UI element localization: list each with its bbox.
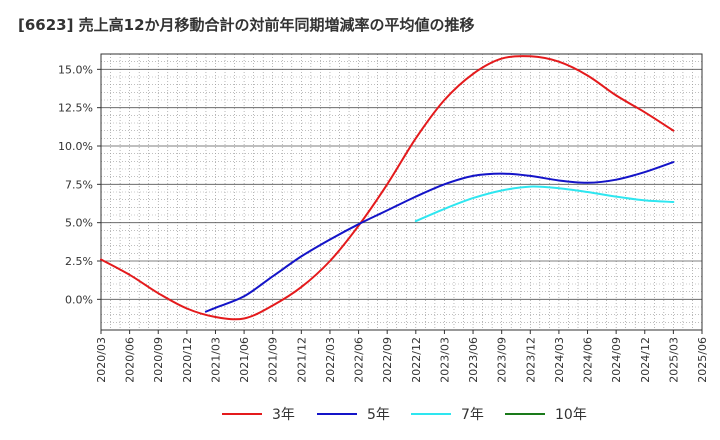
legend-item: 5年 [317,402,390,426]
x-tick-label: 2023/09 [496,337,509,383]
y-tick-label: 7.5% [65,178,93,191]
legend-item: 7年 [411,402,484,426]
chart-title: [6623] 売上高12か月移動合計の対前年同期増減率の平均値の推移 [18,16,475,34]
x-tick-label: 2021/03 [209,337,222,383]
x-tick-label: 2020/06 [124,337,137,383]
series-line-3年 [100,55,675,321]
chart-legend: 3年 5年 7年 10年 [0,402,720,426]
series-line-5年 [204,161,675,313]
legend-label: 5年 [367,407,390,423]
x-tick-label: 2020/03 [95,337,108,383]
legend-item: 10年 [505,402,587,426]
x-tick-label: 2024/12 [639,337,652,383]
legend-item: 3年 [222,402,295,426]
x-tick-label: 2024/09 [610,337,623,383]
x-tick-label: 2023/12 [524,337,537,383]
legend-label: 7年 [461,407,484,423]
x-tick-label: 2020/09 [152,337,165,383]
y-tick-label: 2.5% [65,255,93,268]
line-chart: 0.0% 2.5% 5.0% 7.5% 10.0% 12.5% 15.0% 2020/03 20… [58,53,709,383]
x-tick-label: 2021/06 [238,337,251,383]
legend-label: 10年 [555,407,587,423]
x-tick-label: 2022/03 [324,337,337,383]
x-tick-label: 2021/09 [267,337,280,383]
x-tick-label: 2023/06 [467,337,480,383]
x-tick-label: 2021/12 [295,337,308,383]
y-tick-label: 5.0% [65,217,93,230]
x-tick-label: 2024/06 [582,337,595,383]
y-tick-label: 12.5% [58,102,93,115]
legend-swatch [411,413,451,415]
x-tick-label: 2022/09 [381,337,394,383]
legend-swatch [222,413,262,415]
x-tick-label: 2025/06 [696,337,709,383]
y-tick-label: 0.0% [65,293,93,306]
legend-swatch [505,413,545,415]
y-tick-label: 10.0% [58,140,93,153]
legend-label: 3年 [272,407,295,423]
x-tick-label: 2022/12 [410,337,423,383]
x-tick-label: 2024/03 [553,337,566,383]
series-line-7年 [414,185,675,223]
x-tick-label: 2020/12 [181,337,194,383]
x-tick-label: 2025/03 [667,337,680,383]
x-tick-label: 2023/03 [438,337,451,383]
x-tick-label: 2022/06 [353,337,366,383]
y-tick-label: 15.0% [58,63,93,76]
legend-swatch [317,413,357,415]
plot-frame [100,53,703,331]
